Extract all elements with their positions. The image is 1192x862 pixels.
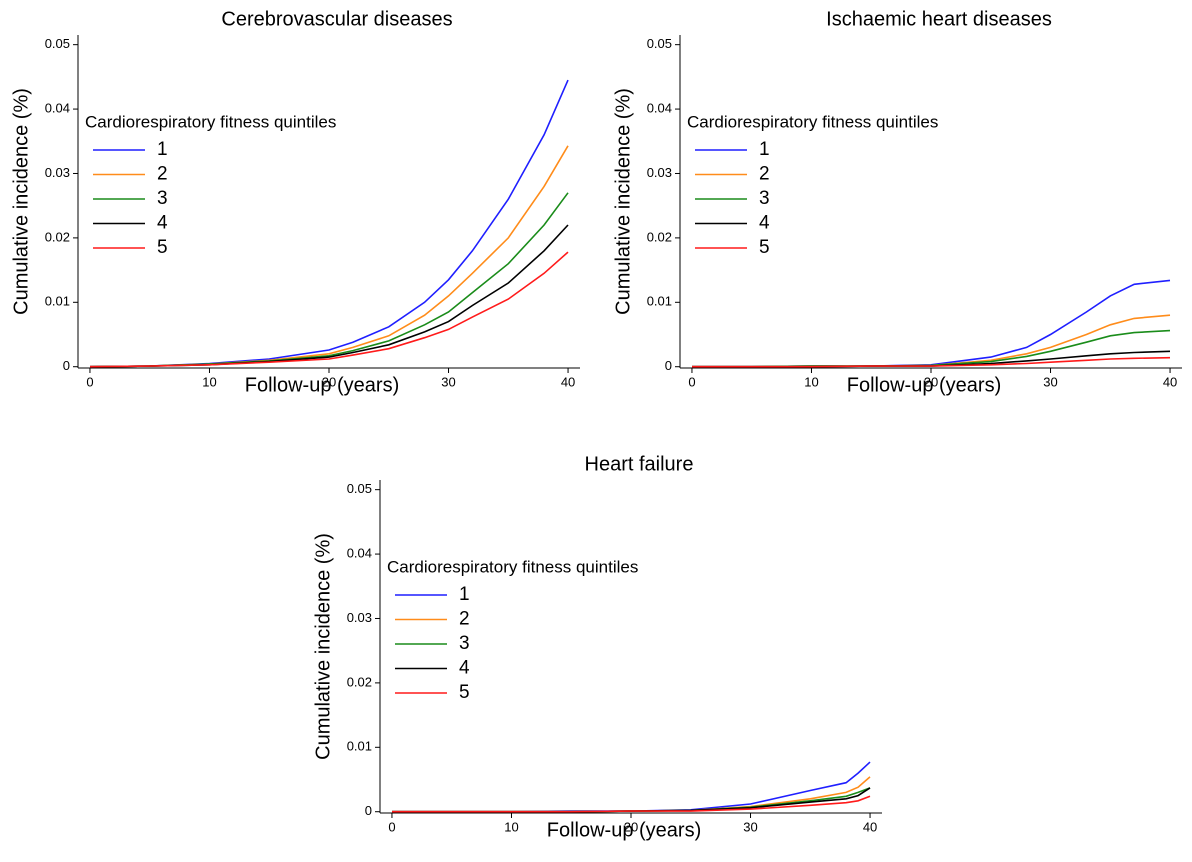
y-tick-label: 0.04 (347, 546, 372, 561)
chart-panel: Ischaemic heart diseases 0 0.01 0.02 0.03 0.0… (612, 8, 1182, 396)
x-tick-label: 0 (688, 374, 695, 389)
legend-title: Cardiorespiratory fitness quintiles (85, 112, 336, 131)
y-tick-label: 0.02 (647, 229, 672, 244)
legend-label: 3 (459, 633, 470, 654)
x-tick-label: 0 (388, 819, 395, 834)
legend-title: Cardiorespiratory fitness quintiles (387, 557, 638, 576)
legend-label: 1 (459, 584, 470, 605)
y-tick-label: 0.01 (647, 294, 672, 309)
y-tick-label: 0.04 (647, 101, 672, 116)
x-tick-label: 40 (561, 374, 575, 389)
legend-label: 4 (157, 213, 168, 234)
chart-title: Cerebrovascular diseases (221, 8, 452, 30)
y-axis-label: Cumulative incidence (%) (312, 533, 334, 760)
y-tick-label: 0.03 (347, 610, 372, 625)
legend-label: 5 (459, 682, 470, 703)
y-tick-label: 0.04 (45, 101, 70, 116)
legend-label: 4 (759, 213, 770, 234)
legend-label: 1 (157, 139, 168, 160)
series-line (392, 795, 871, 813)
series-line (692, 329, 1171, 368)
series-line (692, 356, 1171, 368)
x-axis-label: Follow-up (years) (847, 374, 1001, 396)
legend-label: 3 (157, 188, 168, 209)
x-tick-label: 20 (924, 374, 938, 389)
y-tick-label: 0 (665, 358, 672, 373)
x-tick-label: 20 (322, 374, 336, 389)
y-axis-label: Cumulative incidence (%) (612, 88, 634, 315)
y-tick-label: 0.01 (347, 739, 372, 754)
x-tick-label: 30 (1043, 374, 1057, 389)
y-tick-label: 0.01 (45, 294, 70, 309)
x-tick-label: 40 (863, 819, 877, 834)
chart-panel: Cerebrovascular diseases 0 0.01 0.02 0.03 0.0… (10, 8, 580, 396)
chart-title: Ischaemic heart diseases (826, 8, 1052, 30)
legend-label: 2 (459, 609, 470, 630)
legend-label: 1 (759, 139, 770, 160)
legend-label: 4 (459, 658, 470, 679)
legend-title: Cardiorespiratory fitness quintiles (687, 112, 938, 131)
y-tick-label: 0.05 (45, 36, 70, 51)
y-tick-label: 0.05 (347, 481, 372, 496)
x-tick-label: 40 (1163, 374, 1177, 389)
legend-label: 2 (759, 164, 770, 185)
x-tick-label: 30 (743, 819, 757, 834)
y-tick-label: 0.02 (45, 229, 70, 244)
chart-title: Heart failure (585, 453, 694, 475)
legend-label: 3 (759, 188, 770, 209)
x-axis-label: Follow-up (years) (547, 819, 701, 841)
x-tick-label: 10 (504, 819, 518, 834)
legend-label: 5 (157, 237, 168, 258)
y-tick-label: 0.03 (45, 165, 70, 180)
y-tick-label: 0.03 (647, 165, 672, 180)
series-line (392, 761, 871, 813)
legend-label: 2 (157, 164, 168, 185)
chart-panel: Heart failure 0 0.01 0.02 0.03 0.04 0.05 0 10 20 3… (312, 453, 882, 841)
y-tick-label: 0 (63, 358, 70, 373)
x-axis-label: Follow-up (years) (245, 374, 399, 396)
x-tick-label: 10 (202, 374, 216, 389)
series-line (692, 279, 1171, 368)
y-tick-label: 0.05 (647, 36, 672, 51)
x-tick-label: 0 (86, 374, 93, 389)
x-tick-label: 30 (441, 374, 455, 389)
series-line (89, 251, 569, 368)
y-tick-label: 0 (365, 803, 372, 818)
x-tick-label: 10 (804, 374, 818, 389)
legend-label: 5 (759, 237, 770, 258)
y-tick-label: 0.02 (347, 674, 372, 689)
y-axis-label: Cumulative incidence (%) (10, 88, 32, 315)
x-tick-label: 20 (624, 819, 638, 834)
